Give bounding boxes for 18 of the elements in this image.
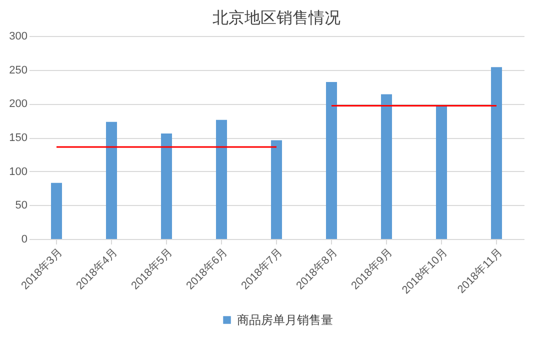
y-tick-label: 200	[9, 98, 28, 110]
bar	[216, 120, 227, 239]
bar	[161, 133, 172, 239]
bar	[326, 82, 337, 239]
y-tick-label: 250	[9, 64, 28, 76]
y-tick-label: 50	[15, 200, 28, 212]
y-tick-label: 300	[9, 30, 28, 42]
bar	[381, 94, 392, 239]
chart-title: 北京地区销售情况	[212, 9, 340, 27]
bar	[106, 122, 117, 239]
bar	[491, 67, 502, 239]
bar	[436, 106, 447, 239]
y-tick-label: 150	[9, 132, 28, 144]
bar	[271, 140, 282, 239]
y-tick-label: 100	[9, 166, 28, 178]
legend-label: 商品房单月销售量	[237, 313, 333, 327]
bar	[51, 182, 62, 239]
y-tick-label: 0	[21, 234, 28, 246]
